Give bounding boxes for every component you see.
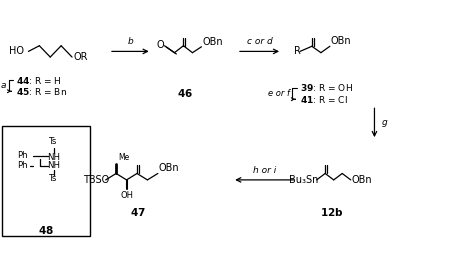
Text: NH: NH xyxy=(47,153,60,162)
FancyBboxPatch shape xyxy=(2,126,90,236)
Text: HO: HO xyxy=(9,47,24,56)
Text: a: a xyxy=(0,81,6,90)
Text: OBn: OBn xyxy=(159,163,180,173)
Text: Bu₃Sn: Bu₃Sn xyxy=(289,175,319,185)
Text: OH: OH xyxy=(120,191,133,200)
Text: $\bf{44}$: R = H: $\bf{44}$: R = H xyxy=(16,75,62,86)
Text: Ph: Ph xyxy=(17,161,27,170)
Text: Ts: Ts xyxy=(49,137,58,146)
Text: OBn: OBn xyxy=(352,175,373,185)
Text: $\bf{48}$: $\bf{48}$ xyxy=(38,224,54,236)
Text: NH: NH xyxy=(47,161,60,170)
Text: $\bf{46}$: $\bf{46}$ xyxy=(177,87,193,98)
Text: OR: OR xyxy=(73,52,88,62)
Text: OBn: OBn xyxy=(202,37,223,47)
Text: b: b xyxy=(128,36,133,46)
Text: h or i: h or i xyxy=(253,166,276,175)
Text: g: g xyxy=(382,118,387,127)
Text: e or f: e or f xyxy=(268,89,290,98)
Text: OBn: OBn xyxy=(331,36,352,46)
Text: c or d: c or d xyxy=(246,36,273,46)
Text: $\bf{41}$: R = Cl: $\bf{41}$: R = Cl xyxy=(300,94,347,105)
Text: $\bf{39}$: R = OH: $\bf{39}$: R = OH xyxy=(300,82,353,93)
Text: Me: Me xyxy=(118,153,130,162)
Text: TBSO: TBSO xyxy=(83,175,109,185)
Text: R: R xyxy=(294,47,301,56)
Text: $\bf{12b}$: $\bf{12b}$ xyxy=(320,206,344,218)
Text: O: O xyxy=(156,40,164,50)
Text: $\bf{45}$: R = Bn: $\bf{45}$: R = Bn xyxy=(16,86,67,97)
Text: Ts: Ts xyxy=(49,174,58,183)
Text: Ph: Ph xyxy=(17,151,27,160)
Text: $\bf{47}$: $\bf{47}$ xyxy=(129,206,146,218)
